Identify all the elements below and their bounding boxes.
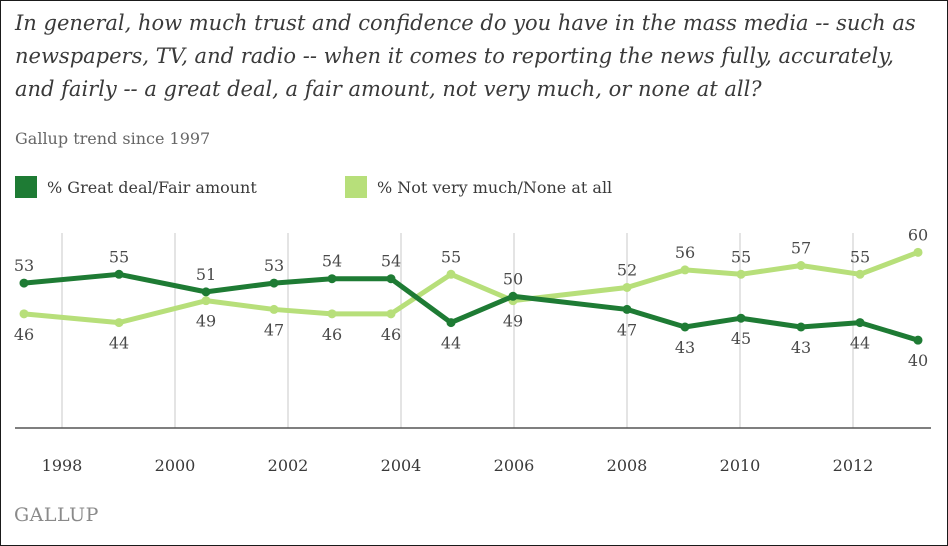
data-point-great-deal-2 bbox=[201, 287, 211, 297]
legend-item-not-very-much: % Not very much/None at all bbox=[345, 176, 612, 198]
data-label-not-very-much-7: 49 bbox=[503, 312, 523, 331]
data-point-not-very-much-12 bbox=[855, 269, 865, 279]
data-label-great-deal-9: 43 bbox=[675, 338, 695, 357]
data-point-great-deal-6 bbox=[446, 318, 456, 328]
data-label-great-deal-4: 54 bbox=[322, 252, 342, 271]
data-label-great-deal-11: 43 bbox=[791, 338, 811, 357]
legend-swatch-great-deal bbox=[15, 176, 37, 198]
data-label-great-deal-6: 44 bbox=[441, 334, 461, 353]
series-line-not-very-much bbox=[21, 249, 921, 326]
data-point-great-deal-12 bbox=[855, 318, 865, 328]
data-point-not-very-much-10 bbox=[736, 269, 746, 279]
data-label-not-very-much-5: 46 bbox=[381, 325, 401, 344]
data-label-not-very-much-3: 47 bbox=[264, 320, 284, 339]
data-label-great-deal-5: 54 bbox=[381, 252, 401, 271]
data-label-great-deal-13: 40 bbox=[908, 351, 928, 370]
data-label-not-very-much-4: 46 bbox=[322, 325, 342, 344]
x-tick-label-2000: 2000 bbox=[155, 456, 196, 475]
x-tick-label-1998: 1998 bbox=[42, 456, 83, 475]
data-label-not-very-much-2: 49 bbox=[196, 312, 216, 331]
data-label-great-deal-1: 55 bbox=[109, 247, 129, 266]
data-point-not-very-much-2 bbox=[201, 296, 211, 306]
legend-item-great-deal: % Great deal/Fair amount bbox=[15, 176, 257, 198]
data-point-great-deal-1 bbox=[114, 269, 124, 279]
data-label-great-deal-7: 50 bbox=[503, 269, 523, 288]
data-point-not-very-much-3 bbox=[269, 304, 279, 314]
data-label-great-deal-3: 53 bbox=[264, 256, 284, 275]
data-label-not-very-much-13: 60 bbox=[908, 225, 928, 244]
data-label-great-deal-10: 45 bbox=[731, 329, 751, 348]
data-point-great-deal-3 bbox=[269, 278, 279, 288]
data-point-great-deal-0 bbox=[19, 278, 29, 288]
series-line-great-deal bbox=[21, 271, 921, 343]
data-point-not-very-much-13 bbox=[913, 247, 923, 257]
chart-title: In general, how much trust and confidenc… bbox=[15, 11, 916, 101]
data-point-not-very-much-1 bbox=[114, 318, 124, 328]
data-point-great-deal-11 bbox=[796, 322, 806, 332]
data-label-not-very-much-6: 55 bbox=[441, 247, 461, 266]
chart-subtitle: Gallup trend since 1997 bbox=[15, 129, 211, 148]
data-label-not-very-much-0: 46 bbox=[14, 325, 34, 344]
data-label-not-very-much-8: 52 bbox=[617, 260, 637, 279]
data-label-great-deal-8: 47 bbox=[617, 320, 637, 339]
data-label-great-deal-0: 53 bbox=[14, 256, 34, 275]
x-tick-label-2012: 2012 bbox=[833, 456, 874, 475]
data-label-great-deal-12: 44 bbox=[850, 334, 870, 353]
data-label-not-very-much-11: 57 bbox=[791, 239, 811, 258]
data-label-great-deal-2: 51 bbox=[196, 265, 216, 284]
data-point-not-very-much-11 bbox=[796, 261, 806, 271]
data-point-great-deal-7 bbox=[508, 291, 518, 301]
data-label-not-very-much-9: 56 bbox=[675, 243, 695, 262]
data-point-great-deal-10 bbox=[736, 313, 746, 323]
data-point-not-very-much-5 bbox=[386, 309, 396, 319]
data-label-not-very-much-12: 55 bbox=[850, 247, 870, 266]
legend-swatch-not-very-much bbox=[345, 176, 367, 198]
data-point-great-deal-4 bbox=[327, 274, 337, 284]
data-point-great-deal-5 bbox=[386, 274, 396, 284]
data-point-not-very-much-8 bbox=[622, 282, 632, 292]
x-tick-label-2010: 2010 bbox=[720, 456, 761, 475]
gallup-logo: GALLUP bbox=[14, 504, 99, 526]
legend-label-not-very-much: % Not very much/None at all bbox=[377, 177, 613, 197]
data-point-not-very-much-0 bbox=[19, 309, 29, 319]
data-point-great-deal-13 bbox=[913, 335, 923, 345]
x-tick-label-2002: 2002 bbox=[268, 456, 309, 475]
x-tick-label-2008: 2008 bbox=[607, 456, 648, 475]
data-point-not-very-much-9 bbox=[680, 265, 690, 275]
data-label-not-very-much-10: 55 bbox=[731, 247, 751, 266]
data-point-not-very-much-6 bbox=[446, 269, 456, 279]
data-point-great-deal-9 bbox=[680, 322, 690, 332]
legend-label-great-deal: % Great deal/Fair amount bbox=[47, 177, 257, 197]
x-tick-label-2004: 2004 bbox=[381, 456, 422, 475]
data-point-not-very-much-4 bbox=[327, 309, 337, 319]
data-point-great-deal-8 bbox=[622, 304, 632, 314]
data-label-not-very-much-1: 44 bbox=[109, 334, 129, 353]
x-tick-label-2006: 2006 bbox=[494, 456, 535, 475]
